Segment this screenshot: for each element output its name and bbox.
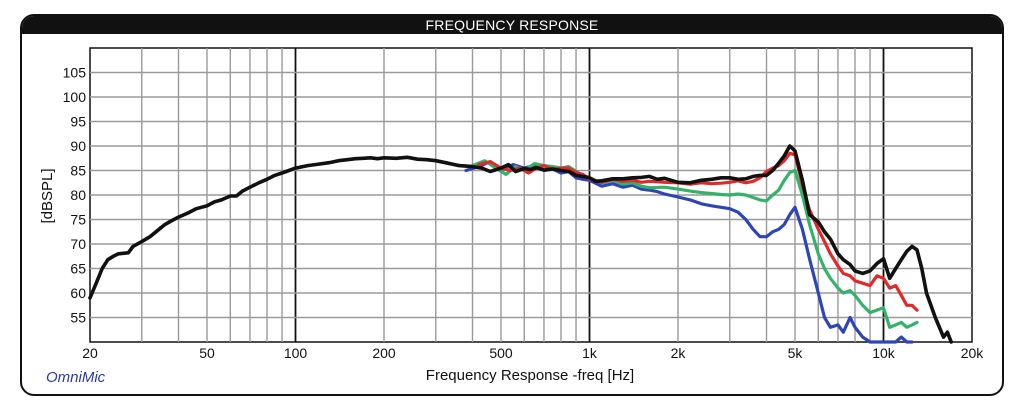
chart-title: FREQUENCY RESPONSE xyxy=(22,16,1002,34)
x-tick-label: 500 xyxy=(489,345,513,361)
chart-frame: FREQUENCY RESPONSE xyxy=(20,14,1004,396)
x-tick-label: 5k xyxy=(788,345,804,361)
y-tick-label: 65 xyxy=(70,261,86,277)
y-tick-label: 55 xyxy=(70,310,86,326)
x-tick-label: 100 xyxy=(284,345,308,361)
y-tick-label: 75 xyxy=(70,212,86,228)
y-tick-label: 90 xyxy=(70,138,86,154)
y-tick-label: 60 xyxy=(70,285,86,301)
x-tick-label: 20k xyxy=(961,345,985,361)
y-tick-label: 70 xyxy=(70,236,86,252)
y-tick-label: 105 xyxy=(63,65,87,81)
y-tick-label: 95 xyxy=(70,114,86,130)
x-tick-label: 1k xyxy=(582,345,598,361)
x-tick-label: 200 xyxy=(372,345,396,361)
y-tick-label: 85 xyxy=(70,163,86,179)
series-group xyxy=(88,144,954,344)
x-tick-label: 10k xyxy=(872,345,896,361)
series-line-1 xyxy=(464,160,914,344)
series-line-3 xyxy=(477,151,919,312)
series-line-4 xyxy=(88,144,954,344)
y-tick-label: 100 xyxy=(63,89,87,105)
x-tick-label: 50 xyxy=(199,345,215,361)
x-tick-label: 2k xyxy=(671,345,687,361)
grid xyxy=(89,47,973,343)
tick-labels: 20 50 100 200 500 1k 2k 5k 10k 20k 55 60 65 70 75 80 85 9… xyxy=(63,65,985,362)
y-tick-label: 80 xyxy=(70,187,86,203)
y-axis-label: [dBSPL] xyxy=(39,168,56,223)
x-tick-label: 20 xyxy=(82,345,98,361)
x-axis-label: Frequency Response -freq [Hz] xyxy=(426,367,634,384)
omnimic-logo: OmniMic xyxy=(46,369,106,386)
